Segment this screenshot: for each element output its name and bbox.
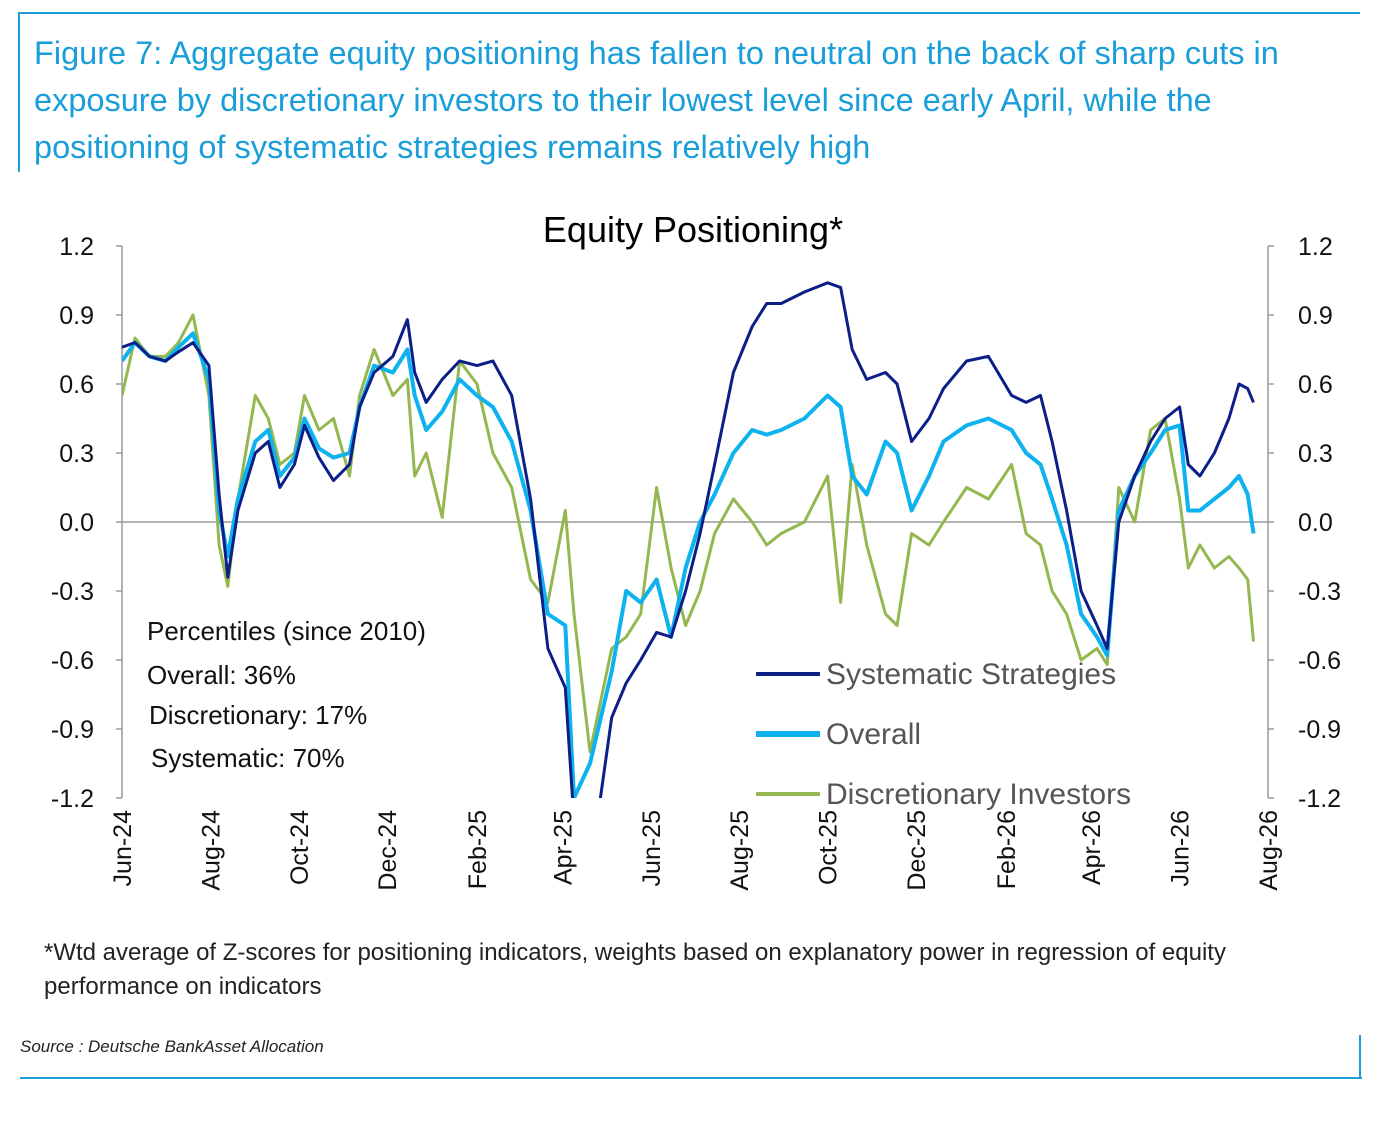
x-tick-label: Dec-24 (374, 810, 402, 891)
y-tick-label-left: 0.3 (59, 440, 94, 468)
x-tick-label: Oct-25 (815, 810, 843, 885)
y-tick-label-right: -0.6 (1298, 647, 1341, 675)
x-tick-label: Jun-24 (109, 810, 137, 887)
y-tick-label-left: 0.9 (59, 302, 94, 330)
percentile-discretionary: Discretionary: 17% (149, 700, 367, 730)
legend: Systematic Strategies Overall Discretionar… (756, 658, 1131, 811)
y-tick-label-right: 0.3 (1298, 440, 1333, 468)
percentile-systematic: Systematic: 70% (151, 743, 345, 773)
y-tick-label-right: 0.9 (1298, 302, 1333, 330)
x-tick-label: Jun-26 (1167, 810, 1195, 886)
equity-positioning-chart: Equity Positioning* 1.2 1.2 0.9 0.9 0.6 0.6 0.… (51, 209, 1341, 891)
y-tick-label-left: -0.3 (51, 578, 94, 606)
x-tick-label: Dec-25 (903, 810, 931, 891)
x-tick-label: Apr-26 (1078, 810, 1106, 885)
x-tick-label: Feb-25 (464, 810, 492, 889)
y-tick-label-left: 1.2 (59, 233, 94, 261)
x-tick-label: Jun-25 (638, 810, 666, 886)
x-tick-label: Oct-24 (286, 810, 314, 885)
series-layer (122, 281, 1256, 798)
y-tick-label-left: -1.2 (51, 785, 94, 813)
y-tick-label-right: 0.6 (1298, 371, 1333, 399)
y-tick-label-left: -0.6 (51, 647, 94, 675)
series-line-systematic-strategies (122, 281, 1255, 798)
legend-label: Systematic Strategies (826, 658, 1116, 691)
y-tick-label-left: 0.0 (59, 509, 94, 537)
x-tick-label: Aug-26 (1255, 810, 1283, 891)
x-tick-label: Apr-25 (549, 810, 577, 885)
frame-top-rule (18, 12, 1360, 14)
source-note: Source : Deutsche BankAsset Allocation (20, 1037, 324, 1056)
y-tick-label-right: 0.0 (1298, 509, 1333, 537)
percentile-overall: Overall: 36% (147, 660, 296, 690)
y-tick-label-right: -0.9 (1298, 716, 1341, 744)
figure-heading: Figure 7: Aggregate equity positioning h… (34, 35, 1279, 165)
legend-label: Discretionary Investors (826, 778, 1131, 811)
legend-label: Overall (826, 718, 921, 751)
x-tick-label: Aug-25 (726, 810, 754, 891)
footnote: *Wtd average of Z-scores for positioning… (44, 939, 1226, 1000)
frame-left-rule (18, 12, 20, 172)
y-tick-label-left: 0.6 (59, 371, 94, 399)
chart-title: Equity Positioning* (543, 209, 843, 250)
y-tick-label-right: -1.2 (1298, 785, 1341, 813)
y-tick-label-right: -0.3 (1298, 578, 1341, 606)
axes-layer: 1.2 1.2 0.9 0.9 0.6 0.6 0.3 0.3 0.0 0.0 -0.3 -0.3 -0… (51, 233, 1341, 891)
percentiles-box: Percentiles (since 2010) Overall: 36% Di… (147, 616, 426, 773)
y-tick-label-left: -0.9 (51, 716, 94, 744)
frame-bottom-rule (20, 1077, 1362, 1079)
percentiles-title: Percentiles (since 2010) (147, 616, 426, 646)
series-line-overall (122, 331, 1256, 798)
y-tick-label-right: 1.2 (1298, 233, 1333, 261)
x-tick-label: Feb-26 (993, 810, 1021, 889)
frame-right-rule (1359, 1035, 1361, 1079)
x-tick-label: Aug-24 (197, 810, 225, 891)
